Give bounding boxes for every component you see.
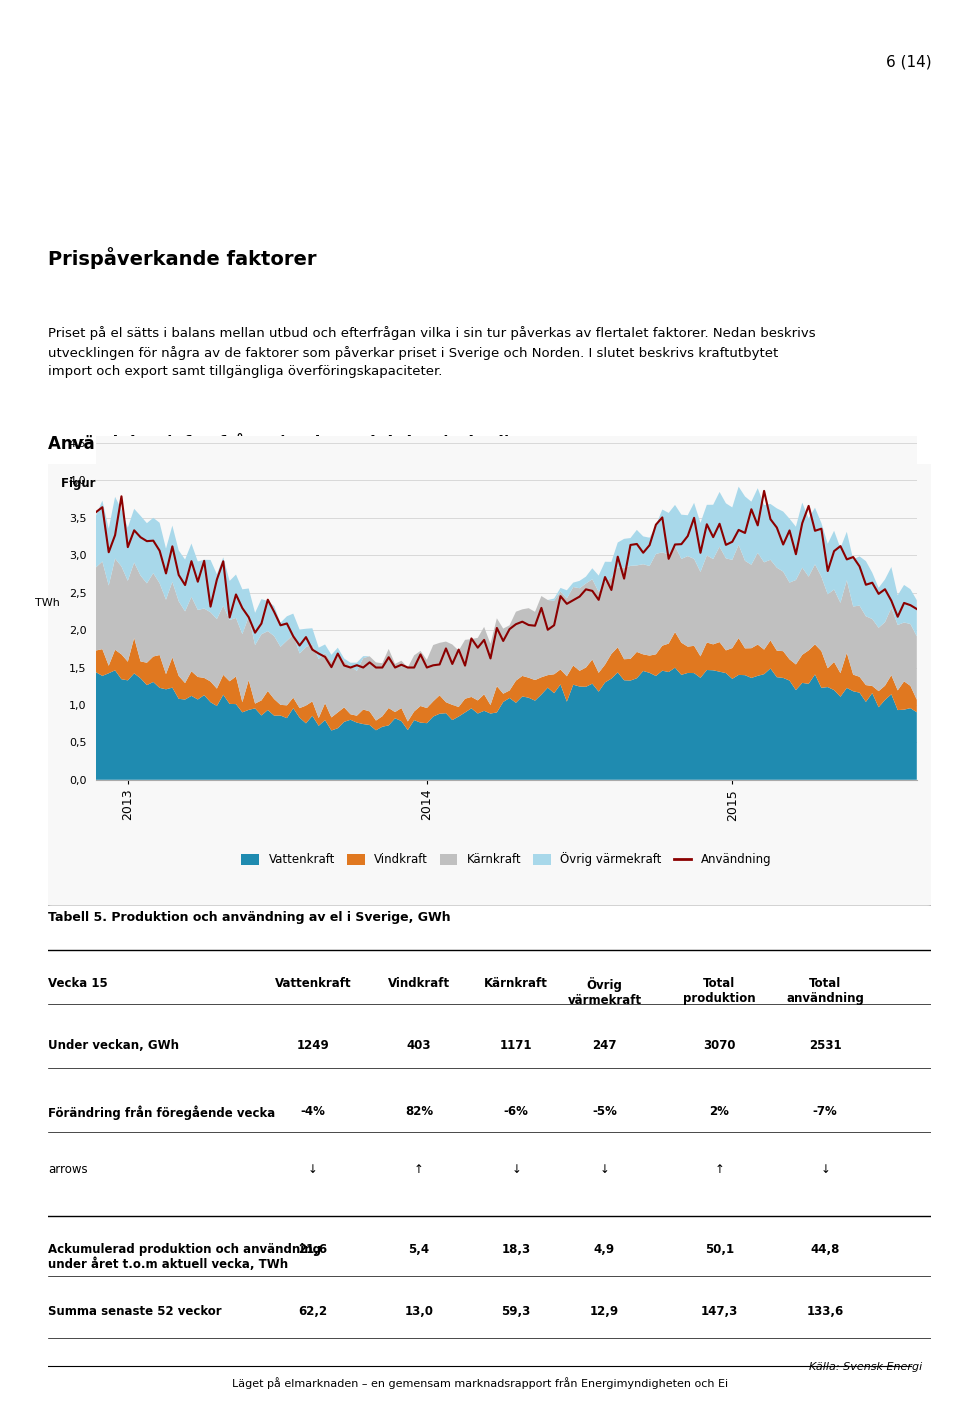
Legend: Vattenkraft, Vindkraft, Kärnkraft, Övrig värmekraft, Användning: Vattenkraft, Vindkraft, Kärnkraft, Övrig…	[237, 847, 776, 871]
Text: Total
produktion: Total produktion	[683, 976, 756, 1005]
Text: Användning (efterfrågan) och produktion (utbud): Användning (efterfrågan) och produktion …	[48, 433, 512, 452]
Text: 12,9: 12,9	[589, 1304, 619, 1318]
Text: -4%: -4%	[300, 1106, 325, 1118]
Text: Vattenkraft: Vattenkraft	[275, 976, 351, 991]
Text: Källa: Svensk Energi: Källa: Svensk Energi	[809, 1361, 923, 1373]
Text: ↑: ↑	[714, 1163, 724, 1176]
Text: 1249: 1249	[297, 1040, 329, 1052]
Text: ↓: ↓	[820, 1163, 830, 1176]
Text: ↑: ↑	[414, 1163, 424, 1176]
Text: Förändring från föregående vecka: Förändring från föregående vecka	[48, 1106, 276, 1120]
Text: 62,2: 62,2	[299, 1304, 327, 1318]
Text: 82%: 82%	[405, 1106, 433, 1118]
Text: Tabell 5. Produktion och användning av el i Sverige, GWh: Tabell 5. Produktion och användning av e…	[48, 910, 450, 923]
Text: 147,3: 147,3	[701, 1304, 738, 1318]
FancyBboxPatch shape	[43, 461, 936, 906]
Text: 6 (14): 6 (14)	[885, 55, 931, 69]
Y-axis label: TWh: TWh	[36, 597, 60, 607]
Text: Läget på elmarknaden – en gemensam marknadsrapport från Energimyndigheten och Ei: Läget på elmarknaden – en gemensam markn…	[232, 1377, 728, 1388]
Text: 59,3: 59,3	[501, 1304, 531, 1318]
Text: 133,6: 133,6	[806, 1304, 844, 1318]
Text: 44,8: 44,8	[810, 1242, 840, 1256]
Text: -5%: -5%	[592, 1106, 617, 1118]
Text: 247: 247	[592, 1040, 616, 1052]
Text: Priset på el sätts i balans mellan utbud och efterfrågan vilka i sin tur påverka: Priset på el sätts i balans mellan utbud…	[48, 326, 816, 378]
Text: Vindkraft: Vindkraft	[388, 976, 450, 991]
Text: 2531: 2531	[809, 1040, 842, 1052]
Text: 1171: 1171	[500, 1040, 533, 1052]
Text: 18,3: 18,3	[501, 1242, 531, 1256]
Text: ↓: ↓	[308, 1163, 318, 1176]
Text: 3070: 3070	[703, 1040, 735, 1052]
Text: 21,6: 21,6	[299, 1242, 327, 1256]
Text: Ackumulerad produktion och användning
under året t.o.m aktuell vecka, TWh: Ackumulerad produktion och användning un…	[48, 1242, 321, 1272]
Text: ↓: ↓	[599, 1163, 610, 1176]
Text: Kärnkraft: Kärnkraft	[484, 976, 548, 991]
Text: Summa senaste 52 veckor: Summa senaste 52 veckor	[48, 1304, 222, 1318]
Text: 4,9: 4,9	[594, 1242, 615, 1256]
Text: ↓: ↓	[511, 1163, 521, 1176]
Text: Vecka 15: Vecka 15	[48, 976, 108, 991]
Text: Övrig
värmekraft: Övrig värmekraft	[567, 976, 641, 1007]
Text: 5,4: 5,4	[408, 1242, 429, 1256]
Text: 13,0: 13,0	[404, 1304, 434, 1318]
Text: Under veckan, GWh: Under veckan, GWh	[48, 1040, 179, 1052]
Text: arrows: arrows	[48, 1163, 87, 1176]
Text: -6%: -6%	[504, 1106, 529, 1118]
Text: -7%: -7%	[813, 1106, 837, 1118]
Text: 2%: 2%	[709, 1106, 730, 1118]
Text: Total
användning: Total användning	[786, 976, 864, 1005]
Text: 50,1: 50,1	[705, 1242, 733, 1256]
Text: Prispåverkande faktorer: Prispåverkande faktorer	[48, 247, 317, 268]
Text: 403: 403	[407, 1040, 431, 1052]
Text: Figur 8. Produktion och användning av el, per vecka (med en veckas eftersläpning: Figur 8. Produktion och användning av el…	[61, 476, 716, 490]
